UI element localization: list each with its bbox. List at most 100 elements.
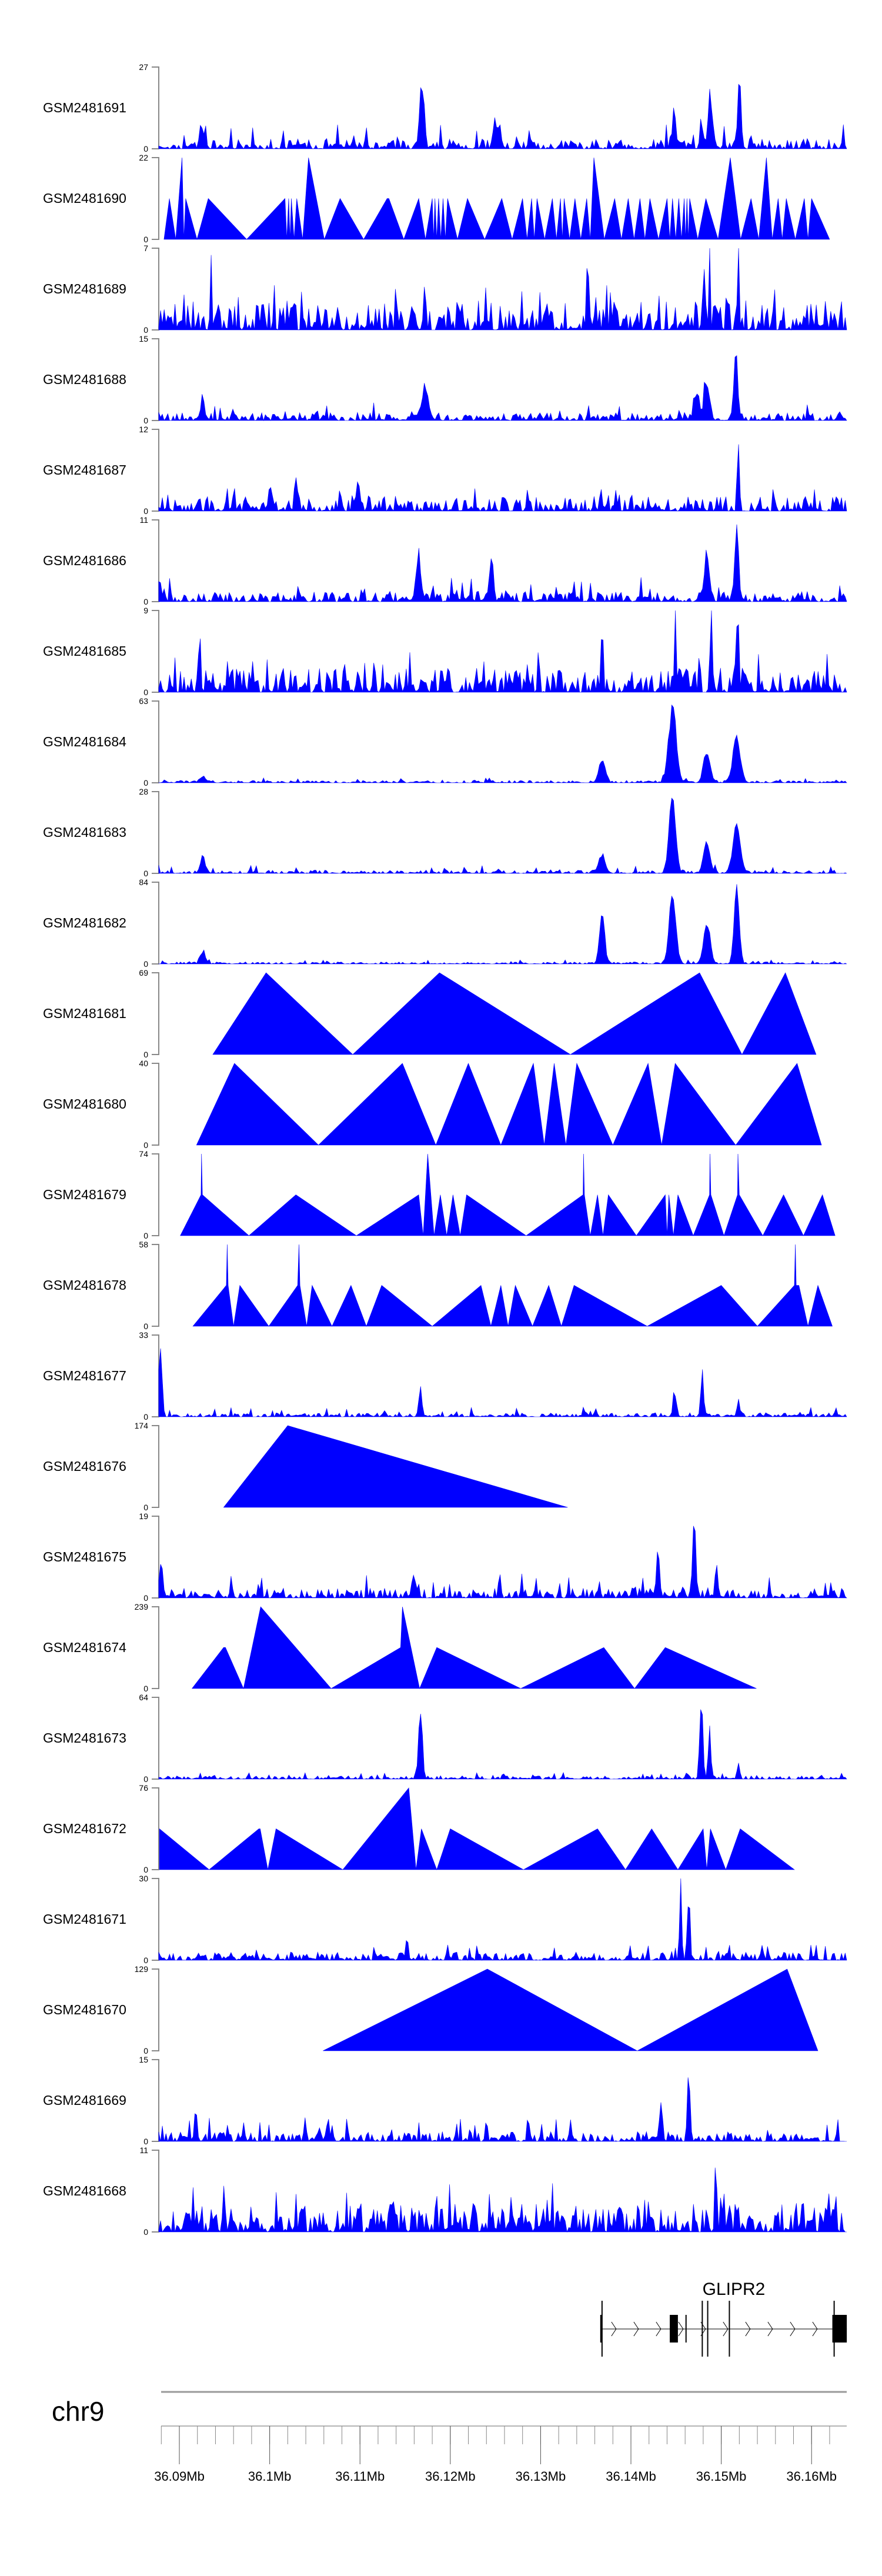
y-axis [152, 1063, 159, 1146]
strand-arrow-icon [812, 2321, 818, 2337]
track-GSM2481690: 22 0 [139, 153, 830, 244]
y-tick-max: 239 [135, 1602, 149, 1611]
track-GSM2481672: 76 0 [139, 1783, 795, 1874]
track-GSM2481683: 28 0 [139, 787, 847, 878]
signal-area [158, 84, 847, 149]
strand-arrow-icon [633, 2321, 639, 2337]
y-tick-max: 69 [139, 968, 148, 977]
y-tick-max: 27 [139, 62, 148, 72]
track-label: GSM2481680 [43, 1096, 126, 1112]
y-axis [152, 882, 159, 965]
y-axis [152, 1606, 159, 1689]
y-tick-min: 0 [143, 1322, 148, 1331]
strand-arrow-icon [745, 2321, 751, 2337]
y-tick-max: 11 [139, 2145, 148, 2155]
y-tick-min: 0 [143, 416, 148, 425]
y-tick-max: 33 [139, 1330, 148, 1340]
strand-arrow-icon [678, 2321, 684, 2337]
y-tick-min: 0 [143, 1865, 148, 1874]
track-label: GSM2481686 [43, 552, 126, 568]
strand-arrow-icon [723, 2321, 729, 2337]
y-tick-max: 15 [139, 2055, 148, 2064]
signal-area [158, 704, 847, 783]
track-GSM2481668: 11 0 [139, 2145, 847, 2237]
track-GSM2481680: 40 0 [139, 1059, 822, 1150]
track-label: GSM2481668 [43, 2183, 126, 2198]
track-GSM2481670: 129 0 [135, 1964, 818, 2056]
signal-area [196, 1062, 822, 1146]
track-label: GSM2481675 [43, 1549, 126, 1564]
y-tick-min: 0 [143, 2046, 148, 2056]
track-label: GSM2481672 [43, 1820, 126, 1836]
y-tick-min: 0 [143, 869, 148, 878]
track-label: GSM2481681 [43, 1005, 126, 1021]
track-GSM2481679: 74 0 [139, 1149, 836, 1240]
ruler-tick-label: 36.1Mb [248, 2469, 291, 2484]
y-axis [152, 519, 159, 602]
y-axis [152, 1244, 159, 1327]
genome-ruler: 36.09Mb 36.1Mb 36.11Mb 36.12Mb 36.13Mb 36.14M… [154, 2425, 847, 2484]
y-tick-max: 58 [139, 1240, 148, 1249]
y-axis [152, 1878, 159, 1961]
y-tick-min: 0 [143, 688, 148, 697]
y-axis [152, 2059, 159, 2142]
signal-area [158, 248, 847, 331]
y-tick-min: 0 [143, 959, 148, 969]
track-GSM2481674: 239 0 [135, 1602, 757, 1693]
y-tick-max: 63 [139, 696, 148, 706]
track-label: GSM2481671 [43, 1911, 126, 1927]
y-axis [152, 338, 159, 421]
gene-GLIPR2[interactable]: GLIPR2 [600, 2280, 847, 2357]
y-tick-max: 9 [143, 606, 148, 615]
y-tick-min: 0 [143, 1503, 148, 1512]
y-tick-min: 0 [143, 1593, 148, 1603]
y-axis [152, 1697, 159, 1780]
ruler-tick-label: 36.12Mb [425, 2469, 476, 2484]
y-tick-max: 174 [135, 1421, 149, 1430]
y-tick-min: 0 [143, 778, 148, 788]
y-tick-max: 28 [139, 787, 148, 796]
y-tick-min: 0 [143, 1140, 148, 1150]
y-axis [152, 1153, 159, 1236]
signal-area [158, 1348, 847, 1417]
signal-area [158, 444, 847, 512]
track-label: GSM2481676 [43, 1458, 126, 1474]
track-label: GSM2481669 [43, 2092, 126, 2108]
ruler-tick-label: 36.11Mb [335, 2469, 385, 2484]
exon [600, 2315, 602, 2343]
track-GSM2481684: 63 0 [139, 696, 847, 788]
track-GSM2481681: 69 0 [139, 968, 817, 1059]
track-label: GSM2481688 [43, 371, 126, 387]
signal-area [158, 1709, 847, 1780]
signal-area [158, 1878, 847, 1961]
ruler-tick-label: 36.14Mb [606, 2469, 656, 2484]
y-tick-min: 0 [143, 1774, 148, 1784]
y-axis [152, 1334, 159, 1417]
signal-area [163, 157, 830, 241]
track-label: GSM2481679 [43, 1186, 126, 1202]
exon [670, 2315, 678, 2343]
y-axis [152, 972, 159, 1055]
track-GSM2481673: 64 0 [139, 1693, 847, 1784]
track-GSM2481675: 19 0 [139, 1511, 847, 1603]
y-tick-min: 0 [143, 325, 148, 335]
track-label: GSM2481684 [43, 733, 126, 749]
y-tick-max: 15 [139, 334, 148, 343]
track-label: GSM2481673 [43, 1730, 126, 1746]
track-GSM2481691: 27 0 [139, 62, 847, 154]
track-GSM2481687: 12 0 [139, 425, 847, 516]
signal-area [158, 355, 847, 422]
y-tick-max: 12 [139, 425, 148, 434]
y-tick-min: 0 [143, 235, 148, 244]
y-tick-max: 7 [143, 243, 148, 253]
y-tick-max: 40 [139, 1059, 148, 1068]
strand-arrow-icon [656, 2321, 662, 2337]
y-axis [152, 1787, 159, 1870]
y-tick-min: 0 [143, 144, 148, 154]
y-tick-min: 0 [143, 2137, 148, 2146]
track-label: GSM2481670 [43, 2001, 126, 2017]
y-tick-min: 0 [143, 1231, 148, 1240]
signal-area [158, 524, 847, 602]
